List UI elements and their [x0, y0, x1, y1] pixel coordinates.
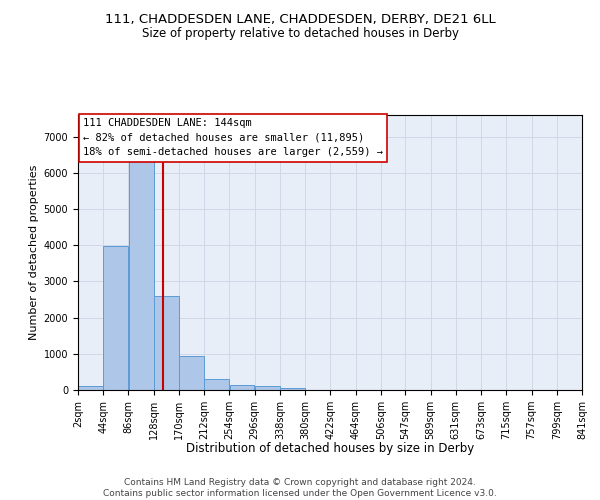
- Bar: [280, 388, 305, 390]
- Text: Size of property relative to detached houses in Derby: Size of property relative to detached ho…: [142, 28, 458, 40]
- Bar: [255, 386, 280, 390]
- Text: 111 CHADDESDEN LANE: 144sqm
← 82% of detached houses are smaller (11,895)
18% of: 111 CHADDESDEN LANE: 144sqm ← 82% of det…: [83, 118, 383, 158]
- Y-axis label: Number of detached properties: Number of detached properties: [29, 165, 40, 340]
- Bar: [205, 379, 229, 390]
- Text: Contains HM Land Registry data © Crown copyright and database right 2024.
Contai: Contains HM Land Registry data © Crown c…: [103, 478, 497, 498]
- Bar: [154, 296, 179, 390]
- Text: 111, CHADDESDEN LANE, CHADDESDEN, DERBY, DE21 6LL: 111, CHADDESDEN LANE, CHADDESDEN, DERBY,…: [104, 12, 496, 26]
- Bar: [179, 356, 204, 390]
- Bar: [103, 246, 128, 390]
- X-axis label: Distribution of detached houses by size in Derby: Distribution of detached houses by size …: [186, 442, 474, 455]
- Bar: [78, 386, 103, 390]
- Bar: [128, 155, 154, 390]
- Bar: [230, 386, 254, 390]
